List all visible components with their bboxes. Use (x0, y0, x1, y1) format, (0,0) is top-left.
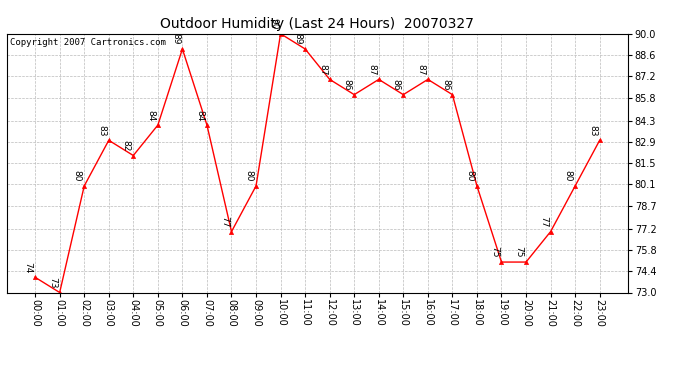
Text: 89: 89 (294, 33, 303, 45)
Text: 87: 87 (416, 64, 426, 75)
Text: 75: 75 (490, 246, 499, 258)
Text: 84: 84 (195, 110, 204, 121)
Text: Copyright 2007 Cartronics.com: Copyright 2007 Cartronics.com (10, 38, 166, 46)
Title: Outdoor Humidity (Last 24 Hours)  20070327: Outdoor Humidity (Last 24 Hours) 2007032… (161, 17, 474, 31)
Text: 75: 75 (515, 246, 524, 258)
Text: 77: 77 (220, 216, 229, 228)
Text: 80: 80 (466, 170, 475, 182)
Text: 82: 82 (122, 140, 131, 152)
Text: 83: 83 (589, 124, 598, 136)
Text: 89: 89 (171, 33, 180, 45)
Text: 80: 80 (72, 170, 82, 182)
Text: 86: 86 (392, 79, 401, 90)
Text: 74: 74 (23, 262, 32, 273)
Text: 86: 86 (441, 79, 450, 90)
Text: 83: 83 (97, 124, 106, 136)
Text: 80: 80 (564, 170, 573, 182)
Text: 84: 84 (146, 110, 155, 121)
Text: 73: 73 (48, 277, 57, 288)
Text: 80: 80 (244, 170, 254, 182)
Text: 86: 86 (343, 79, 352, 90)
Text: 87: 87 (318, 64, 327, 75)
Text: 90: 90 (269, 18, 278, 30)
Text: 77: 77 (539, 216, 548, 228)
Text: 87: 87 (367, 64, 376, 75)
